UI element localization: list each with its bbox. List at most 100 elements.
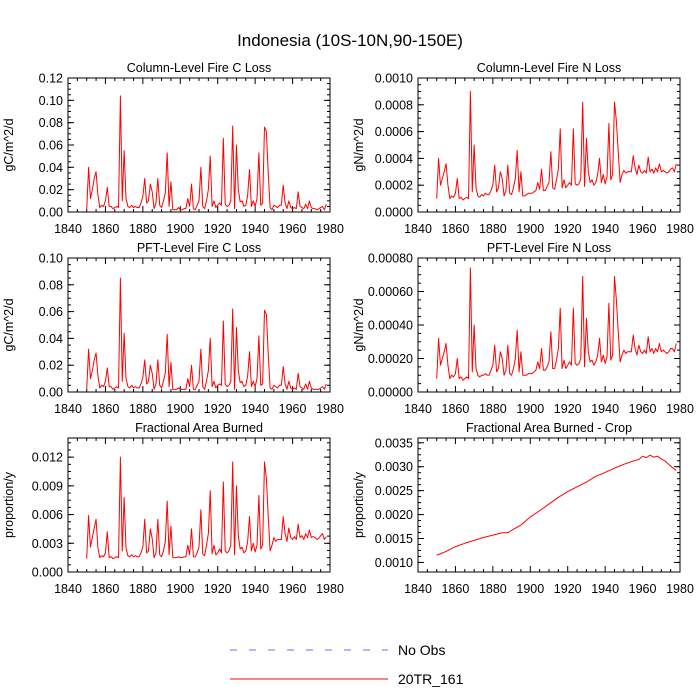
figure-title: Indonesia (10S-10N,90-150E): [237, 31, 463, 50]
y-tick-label: 0.12: [39, 72, 63, 86]
y-tick-label: 0.0010: [375, 556, 413, 570]
series-line-20tr-161: [86, 95, 327, 211]
y-tick-label: 0.02: [39, 183, 63, 197]
x-tick-label: 1960: [629, 582, 657, 596]
plot-frame: [417, 77, 681, 213]
y-tick-label: 0.003: [32, 537, 63, 551]
y-tick-label: 0.00: [39, 206, 63, 220]
x-tick-label: 1920: [554, 582, 582, 596]
x-tick-label: 1980: [666, 582, 694, 596]
x-tick-label: 1920: [204, 582, 232, 596]
chart-title: PFT-Level Fire N Loss: [487, 241, 611, 255]
legend-label-20tr-161: 20TR_161: [398, 671, 464, 687]
x-tick-label: 1900: [516, 402, 544, 416]
series-line-20tr-161: [436, 454, 677, 556]
chart-panel-6: Fractional Area Burned - Crop proportion/…: [352, 421, 694, 596]
chart-panel-1: Column-Level Fire C Loss gC/m^2/d 1840 1860…: [2, 61, 344, 236]
y-tick-label: 0.04: [39, 161, 63, 175]
y-tick-label: 0.0025: [375, 484, 413, 498]
y-tick-label: 0.10: [39, 252, 63, 266]
y-tick-label: 0.0030: [375, 460, 413, 474]
x-tick-label: 1980: [316, 222, 344, 236]
y-tick-label: 0.08: [39, 116, 63, 130]
x-tick-label: 1840: [54, 582, 82, 596]
chart-panel-5: Fractional Area Burned proportion/y 1840 18…: [2, 421, 344, 596]
series-line-20tr-161: [86, 277, 327, 390]
y-tick-label: 0.00000: [368, 386, 413, 400]
y-tick-label: 0.0000: [375, 206, 413, 220]
chart-panel-2: Column-Level Fire N Loss gN/m^2/d 1840 1860…: [352, 61, 694, 236]
x-tick-label: 1900: [516, 582, 544, 596]
y-axis-label: gC/m^2/d: [2, 298, 16, 351]
x-tick-label: 1860: [442, 582, 470, 596]
chart-panel-3: PFT-Level Fire C Loss gC/m^2/d 1840 1860 188…: [2, 241, 344, 416]
x-tick-label: 1940: [591, 582, 619, 596]
y-tick-label: 0.02: [39, 359, 63, 373]
x-tick-label: 1860: [442, 402, 470, 416]
x-tick-label: 1840: [54, 222, 82, 236]
y-tick-label: 0.06: [39, 139, 63, 153]
y-tick-label: 0.009: [32, 479, 63, 493]
y-tick-label: 0.00060: [368, 285, 413, 299]
y-axis-label: gC/m^2/d: [2, 118, 16, 171]
x-tick-label: 1880: [129, 222, 157, 236]
y-axis-label: proportion/y: [352, 471, 366, 538]
x-tick-label: 1920: [554, 222, 582, 236]
y-axis-label: proportion/y: [2, 471, 16, 538]
x-tick-label: 1960: [629, 222, 657, 236]
y-axis-label: gN/m^2/d: [352, 118, 366, 171]
x-tick-label: 1920: [204, 222, 232, 236]
y-tick-label: 0.00020: [368, 352, 413, 366]
x-tick-label: 1980: [666, 222, 694, 236]
y-tick-label: 0.0004: [375, 152, 413, 166]
x-tick-label: 1920: [204, 402, 232, 416]
chart-panel-4: PFT-Level Fire N Loss gN/m^2/d 1840 1860 188…: [352, 241, 694, 416]
x-tick-label: 1840: [404, 582, 432, 596]
y-tick-label: 0.0015: [375, 532, 413, 546]
x-tick-label: 1880: [129, 582, 157, 596]
y-tick-label: 0.06: [39, 305, 63, 319]
y-tick-label: 0.0002: [375, 179, 413, 193]
x-tick-label: 1880: [479, 402, 507, 416]
x-tick-label: 1940: [241, 582, 269, 596]
x-tick-label: 1840: [404, 222, 432, 236]
x-tick-label: 1960: [629, 402, 657, 416]
series-line-20tr-161: [436, 90, 677, 201]
panels: Column-Level Fire C Loss gC/m^2/d 1840 1860…: [2, 61, 694, 596]
chart-title: Fractional Area Burned - Crop: [466, 421, 632, 435]
y-tick-label: 0.0010: [375, 72, 413, 86]
plot-frame: [67, 437, 331, 573]
y-tick-label: 0.006: [32, 508, 63, 522]
x-tick-label: 1860: [92, 402, 120, 416]
x-tick-label: 1960: [279, 402, 307, 416]
x-tick-label: 1940: [241, 402, 269, 416]
chart-title: Fractional Area Burned: [135, 421, 263, 435]
x-tick-label: 1880: [479, 222, 507, 236]
y-tick-label: 0.0006: [375, 125, 413, 139]
series-line-20tr-161: [86, 456, 327, 560]
plot-frame: [417, 257, 681, 393]
y-tick-label: 0.0008: [375, 98, 413, 112]
y-tick-label: 0.10: [39, 94, 63, 108]
x-tick-label: 1980: [316, 582, 344, 596]
x-tick-label: 1900: [516, 222, 544, 236]
x-tick-label: 1840: [404, 402, 432, 416]
chart-title: Column-Level Fire C Loss: [127, 61, 272, 75]
x-tick-label: 1960: [279, 582, 307, 596]
series-line-20tr-161: [436, 267, 677, 381]
y-tick-label: 0.00080: [368, 252, 413, 266]
y-tick-label: 0.000: [32, 566, 63, 580]
y-tick-label: 0.0020: [375, 508, 413, 522]
y-tick-label: 0.0035: [375, 436, 413, 450]
x-tick-label: 1880: [479, 582, 507, 596]
x-tick-label: 1880: [129, 402, 157, 416]
legend: No Obs 20TR_161: [230, 642, 464, 687]
x-tick-label: 1940: [241, 222, 269, 236]
x-tick-label: 1860: [92, 222, 120, 236]
y-tick-label: 0.012: [32, 451, 63, 465]
x-tick-label: 1900: [166, 402, 194, 416]
y-tick-label: 0.08: [39, 278, 63, 292]
x-tick-label: 1900: [166, 582, 194, 596]
legend-label-no-obs: No Obs: [398, 642, 445, 658]
